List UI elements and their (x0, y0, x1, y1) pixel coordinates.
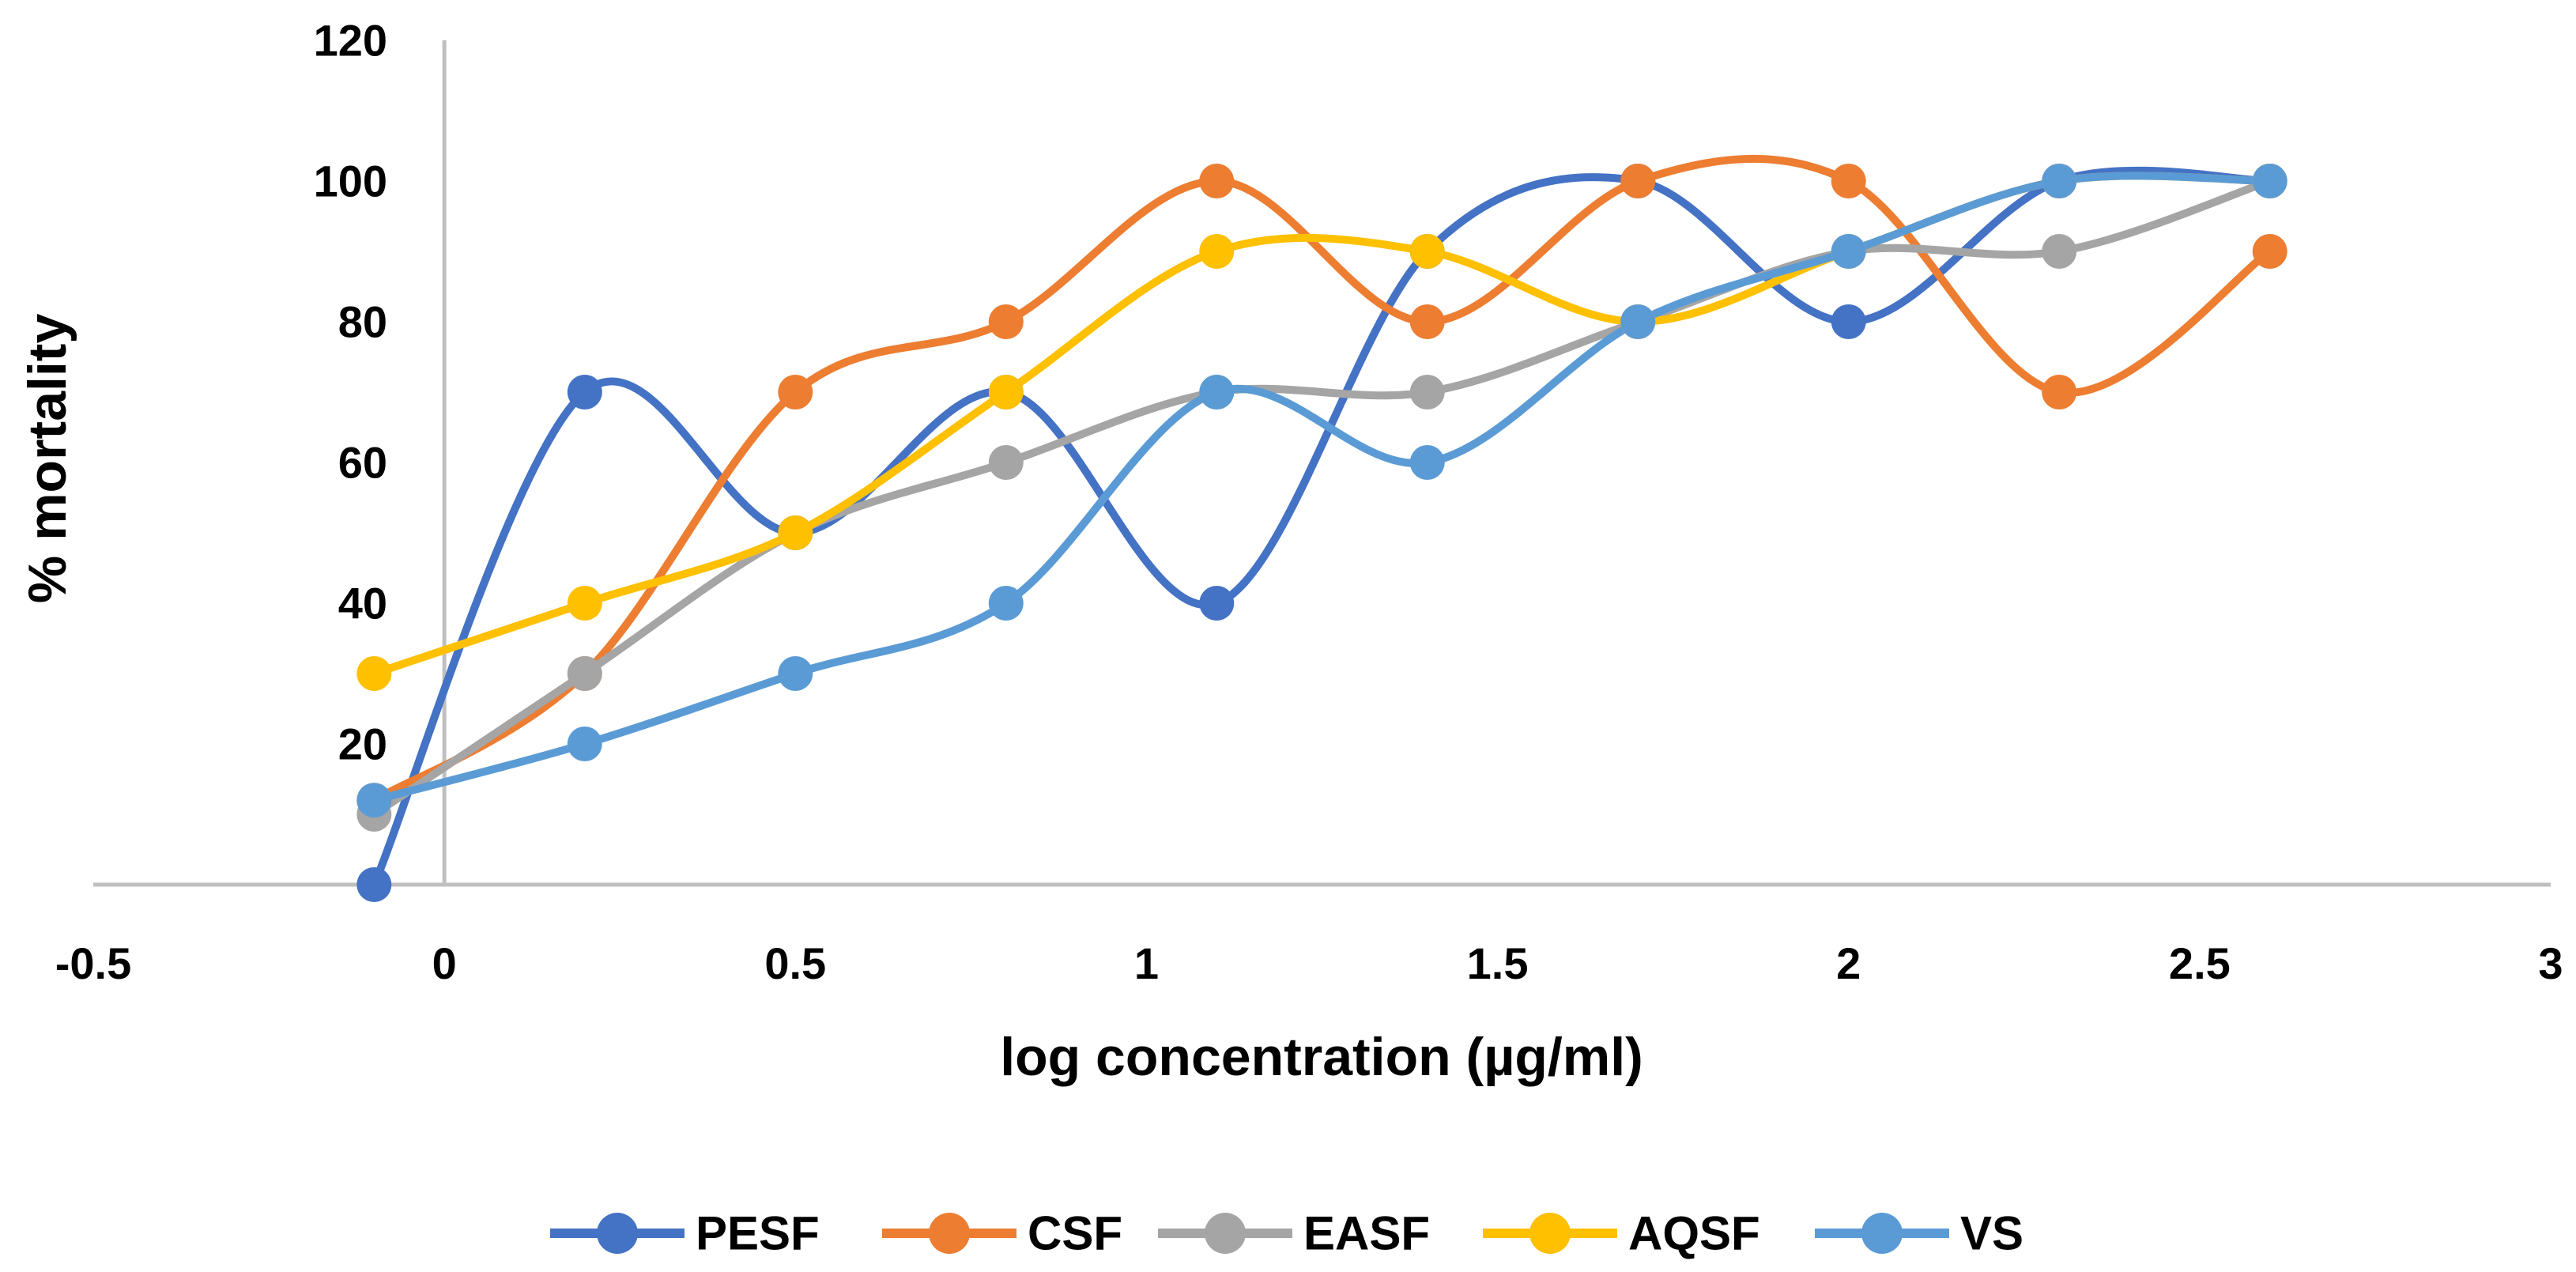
data-point (778, 515, 813, 550)
legend-marker (1861, 1213, 1903, 1254)
series-points (356, 164, 2287, 902)
legend-item-vs: VS (1815, 1207, 2023, 1260)
data-point (1409, 234, 1445, 269)
legend-marker (929, 1213, 970, 1254)
y-tick-label: 40 (338, 579, 387, 628)
x-tick-label: 0.5 (764, 938, 826, 988)
legend-label: CSF (1028, 1207, 1122, 1260)
y-axis-title: % mortality (17, 314, 77, 604)
data-point (1620, 304, 1656, 339)
data-point (1409, 445, 1445, 480)
y-tick-label: 80 (338, 297, 387, 347)
data-point (1831, 164, 1866, 198)
legend-item-csf: CSF (882, 1207, 1122, 1260)
legend-label: AQSF (1628, 1207, 1760, 1260)
data-point (567, 727, 602, 761)
data-point (1199, 234, 1235, 269)
legend-item-easf: EASF (1158, 1207, 1430, 1260)
series-lines (370, 154, 2274, 889)
series-line-vs (370, 172, 2274, 805)
x-tick-label: -0.5 (55, 938, 132, 988)
data-point (567, 586, 602, 621)
data-point (2252, 164, 2287, 198)
x-tick-label: 0 (432, 938, 457, 988)
data-point (988, 375, 1024, 410)
x-tick-label: 1.5 (1467, 938, 1529, 988)
legend: PESF CSF EASF AQSF VS (550, 1207, 2023, 1260)
legend-marker (597, 1213, 638, 1254)
data-point (2042, 375, 2077, 410)
data-point (1199, 164, 1235, 198)
x-tick-label: 2 (1836, 938, 1861, 988)
data-point (988, 304, 1024, 339)
y-tick-label: 20 (338, 719, 387, 769)
data-point (1620, 164, 1656, 198)
x-tick-label: 1 (1134, 938, 1159, 988)
data-point (2042, 234, 2077, 269)
data-point (988, 586, 1024, 621)
data-point (567, 656, 602, 691)
series-points-pesf (356, 164, 2287, 902)
data-point (1409, 304, 1445, 339)
legend-item-pesf: PESF (550, 1207, 820, 1260)
y-tick-labels: 020406080100120 (314, 16, 387, 910)
series-line-easf (370, 177, 2274, 818)
series-points-csf (356, 164, 2287, 818)
data-point (356, 867, 392, 902)
series-points-easf (356, 164, 2287, 832)
legend-label: EASF (1303, 1207, 1430, 1260)
series-points-vs (356, 164, 2287, 818)
x-tick-labels: -0.5 0 0.5 1 1.5 2 2.5 3 (55, 938, 2563, 988)
legend-marker (1529, 1213, 1571, 1254)
legend-label: PESF (696, 1207, 820, 1260)
x-tick-label: 3 (2538, 938, 2563, 988)
y-tick-label: 100 (314, 157, 387, 206)
data-point (356, 783, 392, 818)
legend-label: VS (1960, 1207, 2023, 1260)
data-point (567, 375, 602, 410)
data-point (2042, 164, 2077, 198)
data-point (2252, 234, 2287, 269)
data-point (778, 375, 813, 410)
series-line-csf (370, 154, 2274, 805)
data-point (778, 656, 813, 691)
series-line-pesf (370, 166, 2274, 889)
y-tick-label: 60 (338, 438, 387, 488)
data-point (1831, 304, 1866, 339)
y-tick-label: 120 (314, 16, 387, 66)
x-tick-label: 2.5 (2169, 938, 2231, 988)
x-axis-title: log concentration (µg/ml) (1000, 1027, 1643, 1087)
data-point (1199, 586, 1235, 621)
legend-marker (1205, 1213, 1246, 1254)
legend-item-aqsf: AQSF (1483, 1207, 1760, 1260)
data-point (356, 656, 392, 691)
axes (93, 40, 2551, 887)
data-point (988, 445, 1024, 480)
data-point (1831, 234, 1866, 269)
data-point (1199, 375, 1235, 410)
data-point (1409, 375, 1445, 410)
